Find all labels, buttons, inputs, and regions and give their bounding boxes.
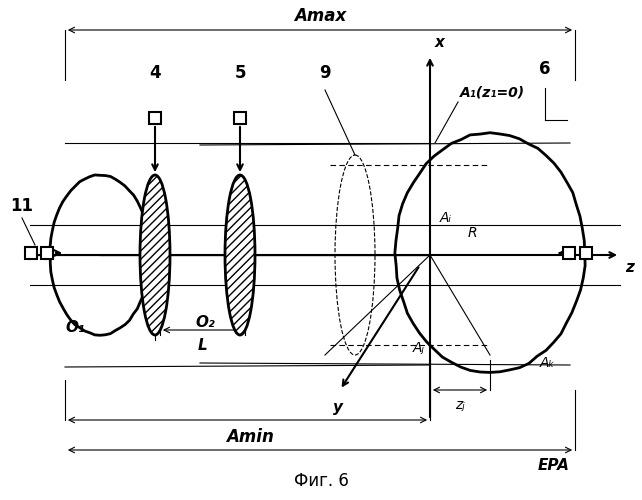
Text: L: L <box>198 338 207 353</box>
Text: Amin: Amin <box>226 428 274 446</box>
Bar <box>149 112 161 124</box>
Bar <box>25 247 37 259</box>
Text: Aⱼ: Aⱼ <box>413 341 425 355</box>
Text: O₁: O₁ <box>65 320 85 335</box>
Text: 9: 9 <box>319 64 331 82</box>
Ellipse shape <box>225 175 255 335</box>
Bar <box>563 247 575 259</box>
Text: Aₖ: Aₖ <box>540 356 555 370</box>
Text: O₂: O₂ <box>195 315 215 330</box>
Text: 6: 6 <box>539 60 551 78</box>
Text: 4: 4 <box>149 64 160 82</box>
Text: 5: 5 <box>234 64 246 82</box>
Text: Фиг. 6: Фиг. 6 <box>293 472 349 490</box>
Bar <box>41 247 53 259</box>
Ellipse shape <box>140 175 170 335</box>
Text: z: z <box>625 260 634 275</box>
Text: 11: 11 <box>10 197 33 215</box>
Text: EPA: EPA <box>538 458 570 473</box>
Text: zⱼ: zⱼ <box>455 398 465 412</box>
Text: Aᵢ: Aᵢ <box>440 211 452 225</box>
Text: A₁(z₁=0): A₁(z₁=0) <box>460 86 525 100</box>
Text: y: y <box>333 400 343 415</box>
Text: Amax: Amax <box>294 7 346 25</box>
Bar <box>580 247 592 259</box>
Bar <box>234 112 246 124</box>
Text: R: R <box>468 226 478 240</box>
Text: x: x <box>435 35 445 50</box>
